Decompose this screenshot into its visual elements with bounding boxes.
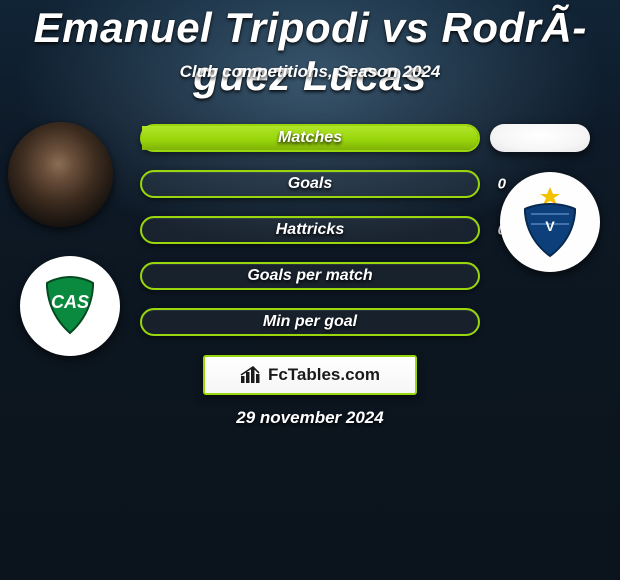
- attribution-text: FcTables.com: [268, 365, 380, 385]
- page-title: Emanuel Tripodi vs RodrÃ­guez Lucas: [0, 4, 620, 100]
- stat-value-right: 0: [498, 176, 506, 193]
- page-subtitle: Club competitions, Season 2024: [0, 62, 620, 82]
- footer-date: 29 november 2024: [0, 408, 620, 428]
- player-left-avatar: [8, 122, 113, 227]
- svg-text:V: V: [545, 218, 555, 234]
- stat-label: Hattricks: [142, 221, 478, 239]
- stat-row-goals: Goals 0: [140, 170, 480, 198]
- club-shield-icon: V: [515, 184, 585, 260]
- player-left-club-badge: CAS: [20, 256, 120, 356]
- stat-row-hattricks: Hattricks 0: [140, 216, 480, 244]
- stat-label: Goals: [142, 175, 478, 193]
- attribution-panel[interactable]: FcTables.com: [203, 355, 417, 395]
- player-right-avatar-placeholder: [490, 124, 590, 152]
- stat-row-matches: Matches 1: [140, 124, 480, 152]
- stat-row-min-per-goal: Min per goal: [140, 308, 480, 336]
- stat-label: Goals per match: [142, 267, 478, 285]
- svg-text:CAS: CAS: [51, 292, 89, 312]
- stat-row-goals-per-match: Goals per match: [140, 262, 480, 290]
- stat-label: Matches: [142, 129, 478, 147]
- player-right-club-badge: V: [500, 172, 600, 272]
- stat-label: Min per goal: [142, 313, 478, 331]
- stats-block: Matches 1 Goals 0 Hattricks 0 Goals per …: [140, 124, 480, 354]
- bar-chart-icon: [240, 366, 262, 384]
- club-shield-icon: CAS: [35, 271, 105, 341]
